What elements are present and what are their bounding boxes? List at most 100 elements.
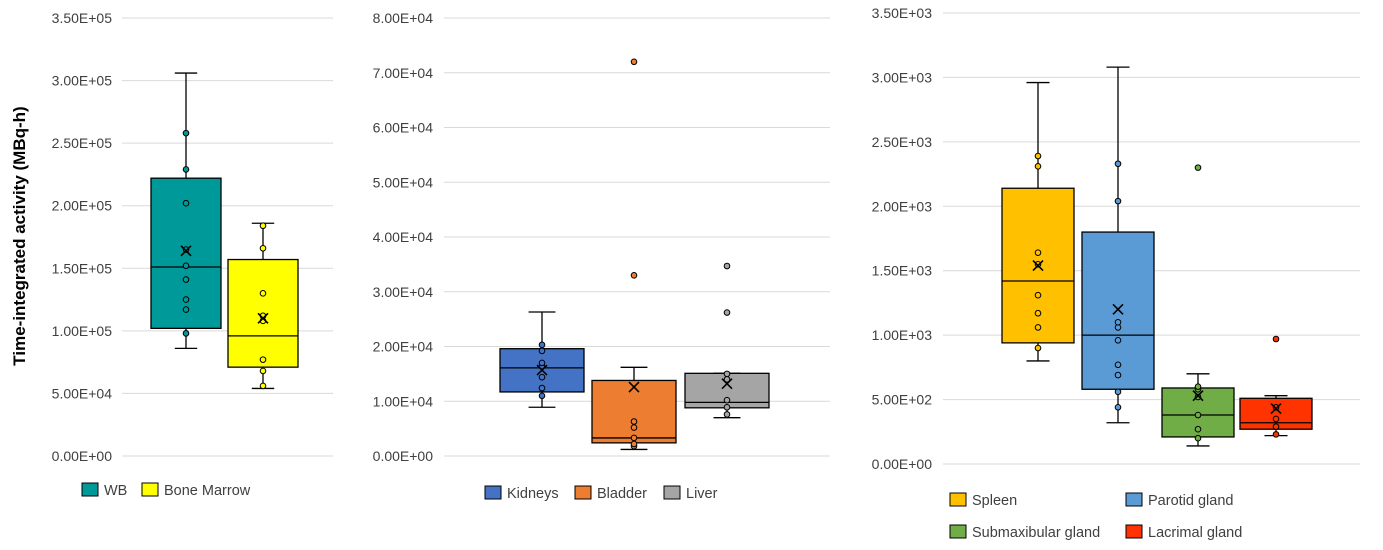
y-tick-label: 0.00E+00 xyxy=(373,448,434,464)
wb-data-point xyxy=(182,296,190,303)
y-tick-label: 1.00E+05 xyxy=(52,323,113,339)
bone-marrow-data-point xyxy=(259,367,267,375)
liver-legend-swatch xyxy=(663,485,681,500)
submaxibular-gland-legend-swatch xyxy=(949,524,967,539)
wb-data-point xyxy=(182,166,190,173)
parotid-gland-data-point xyxy=(1114,371,1122,379)
spleen-data-point xyxy=(1034,249,1042,256)
liver-legend-label: Liver xyxy=(686,486,718,502)
submaxibular-gland-legend-label: Submaxibular gland xyxy=(972,525,1100,541)
spleen-data-point xyxy=(1034,152,1042,160)
mean-marker-stroke xyxy=(1112,303,1124,315)
kidneys-data-point xyxy=(538,347,546,355)
liver-data-point xyxy=(723,309,731,316)
parotid-gland-mean-marker xyxy=(1112,303,1124,315)
parotid-gland-data-point xyxy=(1114,361,1122,369)
lacrimal-gland-data-point xyxy=(1272,415,1280,423)
bone-marrow-data-point xyxy=(259,382,267,390)
parotid-gland-data-point xyxy=(1114,336,1122,344)
bone-marrow-data-point xyxy=(259,222,267,230)
kidneys-legend-swatch xyxy=(484,485,502,500)
kidneys-data-point xyxy=(538,373,546,381)
liver-data-point xyxy=(723,411,731,418)
mean-marker-stroke xyxy=(536,364,548,376)
lacrimal-gland-data-point xyxy=(1272,431,1280,438)
spleen-legend-swatch xyxy=(949,492,967,507)
y-tick-label: 3.50E+05 xyxy=(52,10,113,26)
spleen-mean-marker xyxy=(1032,259,1044,272)
panel-glands-spleen: 0.00E+00 5.00E+02 1.00E+03 1.50E+03 2.00E+03… xyxy=(872,5,1360,541)
wb-data-point xyxy=(182,330,190,337)
wb-legend-label: WB xyxy=(104,483,127,499)
mean-marker-stroke xyxy=(257,312,269,324)
wb-data-point xyxy=(182,129,190,137)
spleen-data-point xyxy=(1034,324,1042,331)
bladder-mean-marker xyxy=(628,381,640,393)
bladder-box xyxy=(591,379,677,444)
y-tick-label: 1.50E+03 xyxy=(872,263,933,279)
mean-marker-stroke xyxy=(180,245,192,257)
parotid-gland-data-point xyxy=(1114,160,1122,168)
mean-marker-stroke xyxy=(1032,259,1044,272)
bladder-legend-label: Bladder xyxy=(597,486,647,502)
submaxibular-gland-data-point xyxy=(1194,411,1202,419)
bone-marrow-data-point xyxy=(259,244,267,252)
parotid-gland-legend-label: Parotid gland xyxy=(1148,493,1233,509)
y-tick-label: 8.00E+04 xyxy=(373,10,434,26)
wb-data-point xyxy=(182,262,190,270)
liver-data-point xyxy=(723,396,731,404)
bone-marrow-data-point xyxy=(259,290,267,297)
spleen-data-point xyxy=(1034,291,1042,299)
wb-legend-swatch xyxy=(81,482,99,497)
y-tick-label: 3.50E+03 xyxy=(872,5,933,21)
bladder-data-point xyxy=(630,272,638,279)
bladder-data-point xyxy=(630,418,638,425)
y-tick-label: 5.00E+04 xyxy=(52,385,113,401)
liver-data-point xyxy=(723,262,731,270)
wb-data-point xyxy=(182,306,190,313)
y-tick-label: 1.00E+04 xyxy=(373,393,434,409)
spleen-data-point xyxy=(1034,309,1042,317)
liver-data-point xyxy=(723,370,731,378)
submaxibular-gland-data-point xyxy=(1194,393,1202,401)
y-tick-label: 2.00E+04 xyxy=(373,339,434,355)
kidneys-legend-label: Kidneys xyxy=(507,486,559,502)
y-tick-label: 0.00E+00 xyxy=(872,456,933,472)
lacrimal-gland-data-point xyxy=(1272,404,1280,411)
mean-marker-stroke xyxy=(721,378,733,390)
parotid-gland-data-point xyxy=(1114,197,1122,205)
liver-data-point xyxy=(723,403,731,411)
lacrimal-gland-data-point xyxy=(1272,423,1280,430)
bladder-data-point xyxy=(630,440,638,448)
bone-marrow-data-point xyxy=(259,356,267,363)
mean-marker-stroke xyxy=(1270,403,1282,415)
submaxibular-gland-data-point xyxy=(1194,434,1202,442)
lacrimal-gland-mean-marker xyxy=(1270,403,1282,415)
submaxibular-gland-data-point xyxy=(1194,425,1202,433)
submaxibular-gland-data-point xyxy=(1194,383,1202,390)
y-tick-label: 6.00E+04 xyxy=(373,120,434,136)
kidneys-data-point xyxy=(538,384,546,392)
submaxibular-gland-mean-marker xyxy=(1192,390,1204,402)
bladder-legend-swatch xyxy=(574,485,592,500)
y-tick-label: 1.00E+03 xyxy=(872,327,933,343)
liver-mean-marker xyxy=(721,378,733,390)
lacrimal-gland-legend-label: Lacrimal gland xyxy=(1148,525,1242,541)
bladder-data-point xyxy=(630,434,638,442)
kidneys-mean-marker xyxy=(536,364,548,376)
mean-marker-stroke xyxy=(1192,390,1204,402)
panel-wb-bone-marrow: 0.00E+00 5.00E+04 1.00E+05 1.50E+05 2.00E+05… xyxy=(52,10,333,499)
mean-marker-stroke xyxy=(628,381,640,393)
y-tick-label: 4.00E+04 xyxy=(373,229,434,245)
y-tick-label: 2.50E+03 xyxy=(872,134,933,150)
bladder-data-point xyxy=(630,58,638,66)
kidneys-data-point xyxy=(538,392,546,400)
lacrimal-gland-legend-swatch xyxy=(1125,524,1143,539)
y-tick-label: 2.00E+05 xyxy=(52,198,113,214)
spleen-data-point xyxy=(1034,163,1042,170)
parotid-gland-data-point xyxy=(1114,404,1122,411)
lacrimal-gland-data-point xyxy=(1272,335,1280,343)
y-tick-label: 2.50E+05 xyxy=(52,135,113,151)
spleen-data-point xyxy=(1034,344,1042,352)
